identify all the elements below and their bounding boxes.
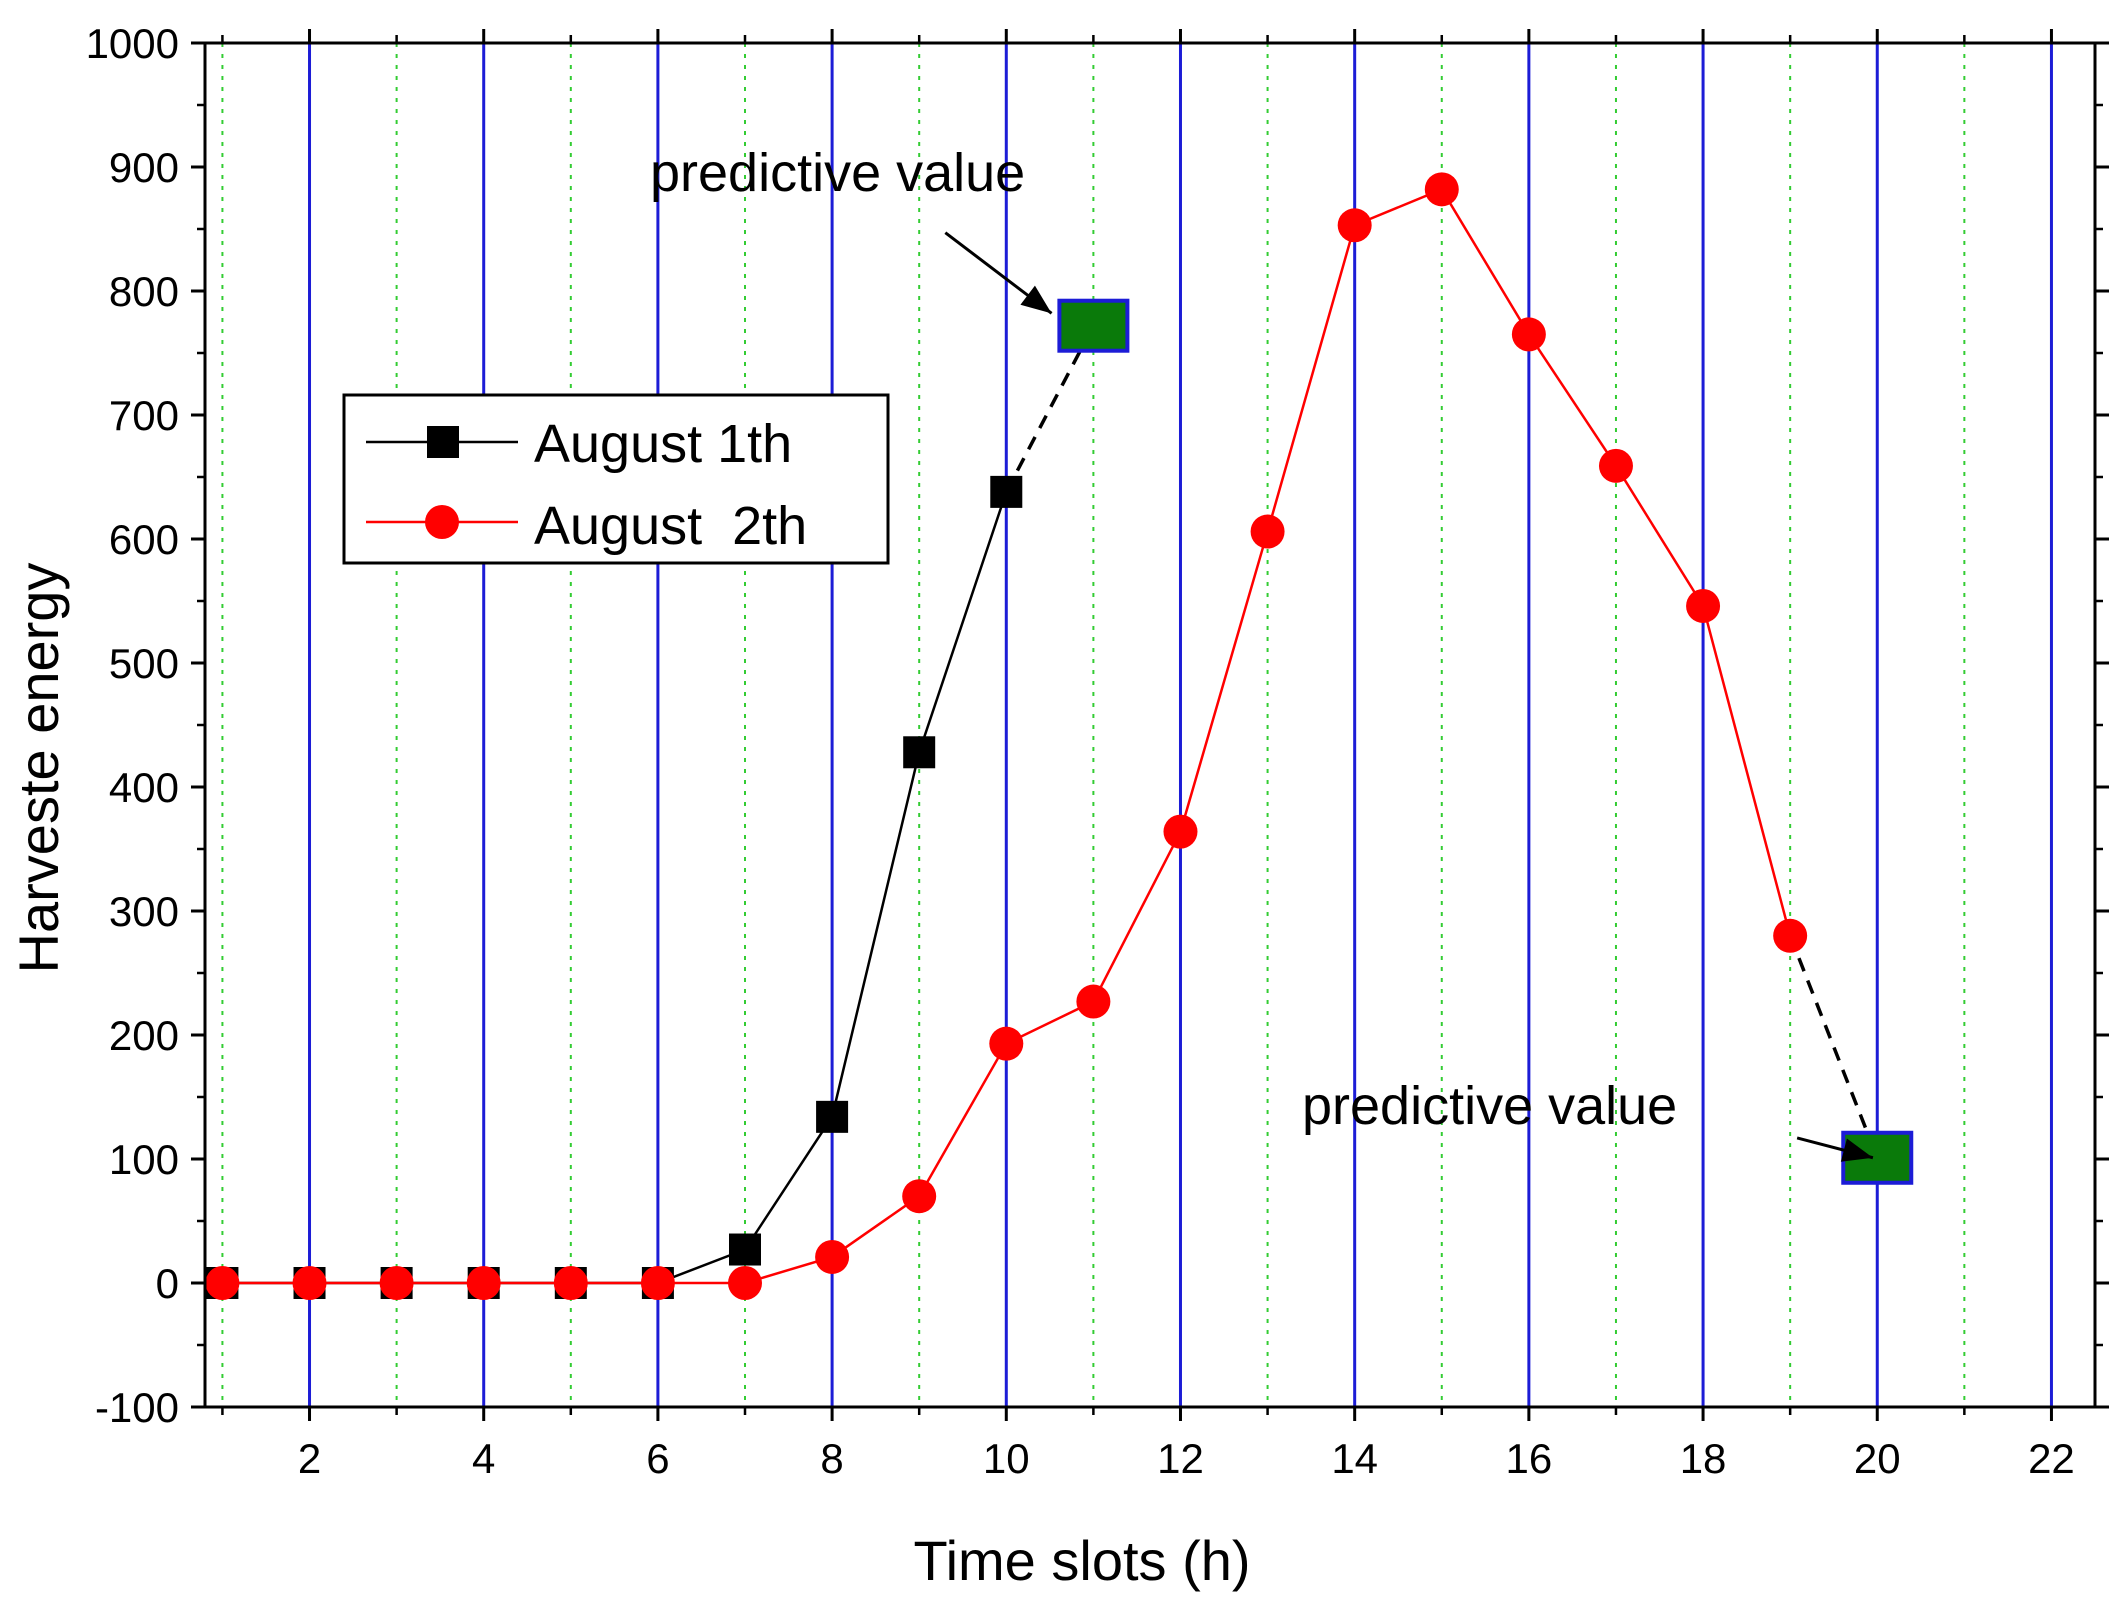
legend-marker-square <box>427 426 459 458</box>
legend-label-august-2th: August 2th <box>534 496 807 556</box>
data-point-circle <box>1424 172 1459 207</box>
data-point-circle <box>1773 918 1808 953</box>
y-tick-label: 800 <box>109 268 179 315</box>
data-point-square <box>816 1100 849 1133</box>
y-tick-label: 200 <box>109 1012 179 1059</box>
data-point-circle <box>379 1266 414 1300</box>
data-point-circle <box>1598 448 1633 483</box>
data-point-circle <box>292 1266 327 1300</box>
x-tick-label: 14 <box>1331 1435 1378 1482</box>
series-layer <box>205 172 1914 1300</box>
annotations: predictive value predictive value <box>650 143 1874 1162</box>
axes: -100 0 100 200 300 400 500 600 700 800 900 1000 2 4 6 8… <box>86 20 2109 1482</box>
legend-label-august-1th: August 1th <box>534 414 792 474</box>
data-point-circle <box>466 1266 501 1300</box>
data-point-square <box>903 736 936 769</box>
y-tick-label: 100 <box>109 1136 179 1183</box>
x-tick-label: 12 <box>1157 1435 1204 1482</box>
x-tick-label: 22 <box>2028 1435 2075 1482</box>
data-point-square <box>990 475 1023 508</box>
y-tick-label: 500 <box>109 640 179 687</box>
grid <box>221 43 2053 1407</box>
predicted-point-1 <box>1057 298 1130 353</box>
annotation-arrow-1-head <box>1020 285 1052 314</box>
x-tick-label: 16 <box>1506 1435 1553 1482</box>
data-point-circle <box>553 1266 588 1300</box>
annotation-arrow-2-head <box>1840 1138 1873 1162</box>
x-axis-title: Time slots (h) <box>913 1529 1250 1592</box>
y-tick-label: 400 <box>109 764 179 811</box>
data-point-circle <box>989 1026 1024 1061</box>
y-axis-title: Harveste energy <box>7 563 70 974</box>
annotation-label-1: predictive value <box>650 143 1025 203</box>
annotation-label-2: predictive value <box>1302 1076 1677 1136</box>
y-tick-label: 900 <box>109 144 179 191</box>
data-point-circle <box>1250 514 1285 549</box>
data-point-square <box>729 1233 761 1266</box>
y-tick-label: 1000 <box>86 20 179 67</box>
x-tick-label: 18 <box>1680 1435 1727 1482</box>
prediction-link-1 <box>1004 324 1095 493</box>
x-tick-label: 10 <box>983 1435 1030 1482</box>
y-tick-label: 600 <box>109 516 179 563</box>
y-tick-label: 0 <box>156 1260 179 1307</box>
x-tick-label: 2 <box>298 1435 321 1482</box>
data-point-circle <box>1076 984 1111 1019</box>
data-point-circle <box>640 1266 675 1300</box>
y-tick-label: -100 <box>95 1384 179 1431</box>
data-point-circle <box>815 1239 850 1274</box>
legend-marker-circle <box>425 505 459 539</box>
legend: August 1th August 2th <box>342 393 890 565</box>
data-point-circle <box>902 1179 937 1214</box>
data-point-circle <box>1337 208 1372 243</box>
data-point-circle <box>1511 317 1546 352</box>
data-point-circle <box>205 1266 240 1300</box>
x-tick-label: 20 <box>1854 1435 1901 1482</box>
data-point-circle <box>1163 814 1198 849</box>
x-tick-label: 6 <box>646 1435 669 1482</box>
y-tick-label: 700 <box>109 392 179 439</box>
y-tick-label: 300 <box>109 888 179 935</box>
x-tick-label: 8 <box>820 1435 843 1482</box>
prediction-link-2 <box>1788 935 1879 1159</box>
x-tick-label: 4 <box>472 1435 495 1482</box>
data-point-circle <box>1686 588 1721 623</box>
data-point-circle <box>728 1266 762 1300</box>
